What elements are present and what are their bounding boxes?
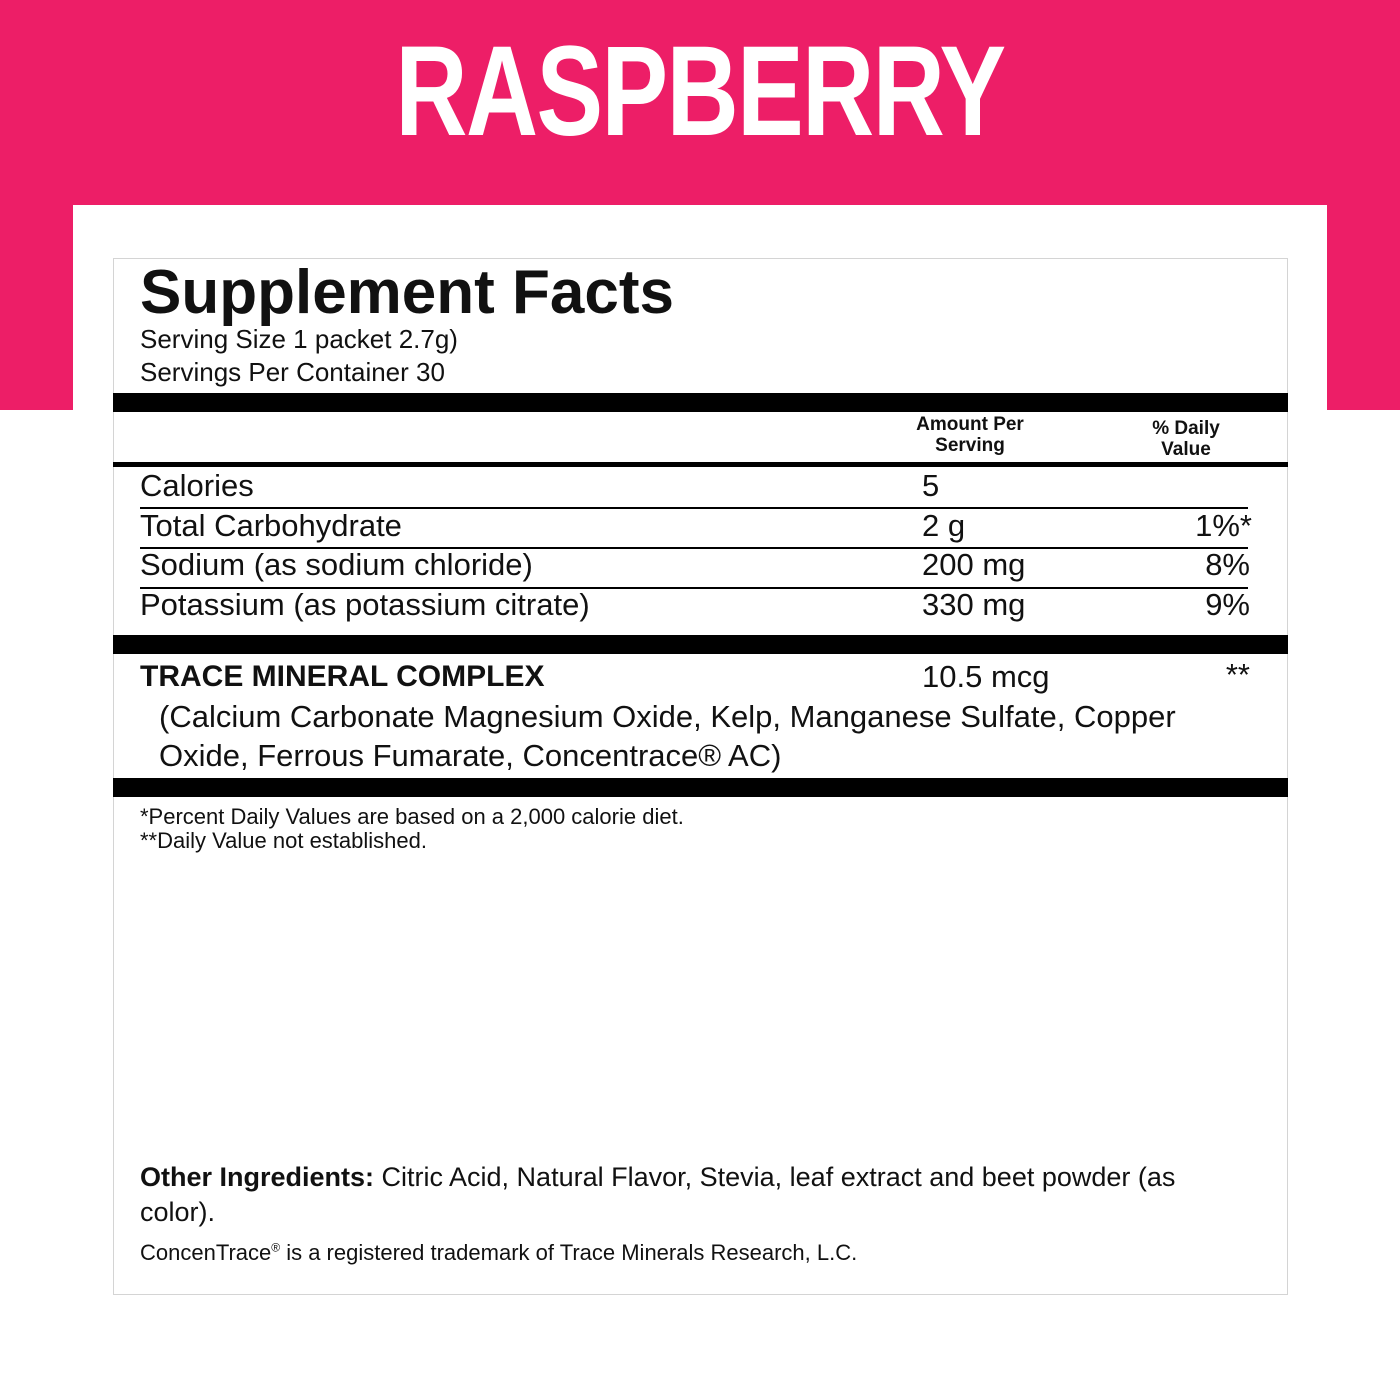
amount-header: Amount Per Serving (900, 414, 1040, 456)
nutrient-amount: 2 g (922, 508, 966, 543)
nutrient-dv: 9% (1205, 587, 1250, 622)
divider-thick (113, 393, 1288, 412)
nutrient-dv: 1%* (1195, 508, 1252, 543)
complex-dv: ** (1225, 657, 1250, 692)
divider-thin (140, 547, 1248, 549)
divider-thin (140, 507, 1248, 509)
other-ingredients-text: color). (140, 1197, 216, 1227)
servings-per-container: Servings Per Container 30 (140, 357, 445, 387)
nutrient-dv: 8% (1205, 547, 1250, 582)
serving-size: Serving Size 1 packet 2.7g) (140, 324, 458, 354)
divider-thick (113, 778, 1288, 797)
divider-medium (113, 462, 1288, 467)
other-ingredients: Other Ingredients: Citric Acid, Natural … (140, 1160, 1175, 1194)
divider-thick (113, 635, 1288, 654)
complex-amount: 10.5 mcg (922, 659, 1050, 694)
complex-detail: Oxide, Ferrous Fumarate, Concentrace® AC… (159, 738, 782, 773)
nutrient-amount: 200 mg (922, 547, 1026, 582)
other-ingredients-label: Other Ingredients: (140, 1162, 375, 1192)
flavor-title: RASPBERRY (395, 20, 1006, 163)
divider-thin (140, 587, 1248, 589)
nutrient-amount: 5 (922, 468, 940, 503)
trademark-name: ConcenTrace (140, 1240, 272, 1265)
nutrient-name: Calories (140, 468, 254, 503)
trademark-note: ConcenTrace® is a registered trademark o… (140, 1240, 857, 1266)
dv-header-line: Value (1161, 439, 1211, 460)
dv-header-line: % Daily (1152, 418, 1220, 439)
nutrient-name: Sodium (as sodium chloride) (140, 547, 533, 582)
amount-header-line: Amount Per (916, 414, 1024, 435)
other-ingredients-text: Citric Acid, Natural Flavor, Stevia, lea… (374, 1162, 1176, 1192)
trademark-text: is a registered trademark of Trace Miner… (280, 1240, 858, 1265)
nutrient-amount: 330 mg (922, 587, 1026, 622)
supplement-facts-panel (113, 258, 1288, 1295)
facts-title: Supplement Facts (140, 258, 674, 327)
nutrient-name: Potassium (as potassium citrate) (140, 587, 590, 622)
nutrient-name: Total Carbohydrate (140, 508, 402, 543)
amount-header-line: Serving (935, 435, 1005, 456)
registered-mark: ® (271, 1240, 281, 1255)
complex-name: TRACE MINERAL COMPLEX (140, 660, 545, 693)
complex-detail: (Calcium Carbonate Magnesium Oxide, Kelp… (159, 699, 1176, 734)
footnote: *Percent Daily Values are based on a 2,0… (140, 804, 684, 829)
footnote: **Daily Value not established. (140, 828, 427, 853)
dv-header: % Daily Value (1126, 418, 1246, 460)
